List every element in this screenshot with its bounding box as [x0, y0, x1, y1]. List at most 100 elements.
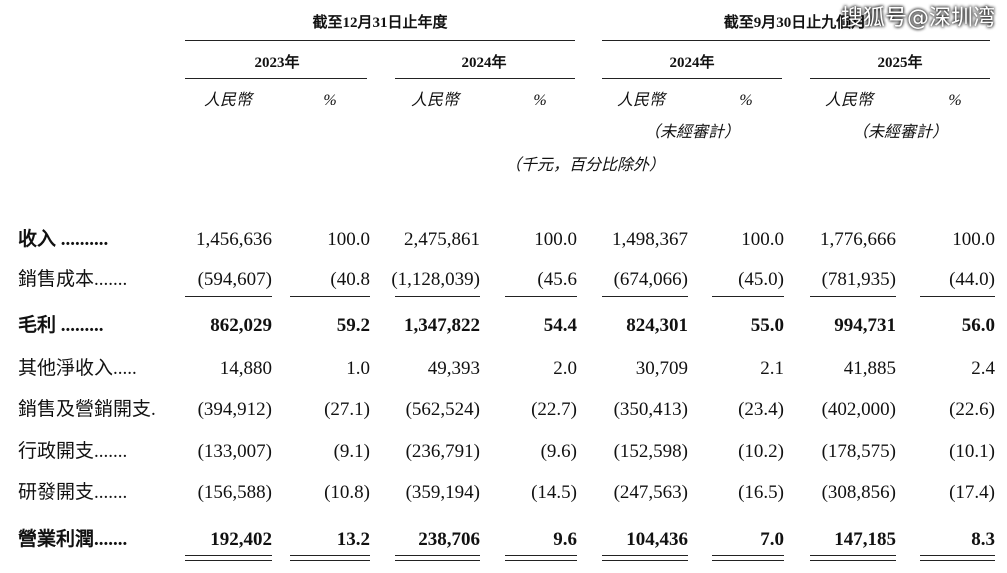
rule [920, 560, 995, 561]
cell: 13.2 [336, 529, 370, 550]
cell: 54.4 [543, 315, 577, 336]
cell: 862,029 [210, 315, 272, 336]
period-header: 截至9月30日止九個月 [723, 15, 867, 31]
cell: 104,436 [626, 529, 688, 550]
cell: 100.0 [741, 229, 784, 250]
cell: (10.1) [949, 441, 995, 462]
rule [505, 555, 577, 556]
cell: (44.0) [949, 269, 995, 290]
unit-label: % [739, 92, 753, 109]
rule [602, 40, 990, 41]
cell: (17.4) [949, 482, 995, 503]
rule [290, 555, 370, 556]
watermark: 搜狐号@深圳湾 [840, 6, 995, 31]
rule [712, 555, 784, 556]
rule [395, 560, 480, 561]
cell: 824,301 [626, 315, 688, 336]
rule [505, 560, 577, 561]
cell: (22.6) [949, 399, 995, 420]
row-label: 行政開支....... [18, 441, 128, 462]
rule [185, 555, 272, 556]
cell: (394,912) [197, 399, 272, 420]
cell: 147,185 [834, 529, 896, 550]
rule [395, 555, 480, 556]
rule [395, 296, 480, 297]
cell: 55.0 [750, 315, 784, 336]
cell: 100.0 [327, 229, 370, 250]
unit-label: 人民幣 [203, 92, 253, 109]
rule [810, 555, 896, 556]
cell: (359,194) [405, 482, 480, 503]
rule [602, 296, 688, 297]
rule [920, 555, 995, 556]
audit-note: （未經審計） [643, 124, 741, 141]
unit-label: % [323, 92, 337, 109]
rule [185, 40, 575, 41]
cell: 238,706 [418, 529, 480, 550]
cell: 100.0 [952, 229, 995, 250]
rule [712, 296, 784, 297]
cell: (10.2) [738, 441, 784, 462]
cell: 8.3 [971, 529, 995, 550]
cell: 14,880 [219, 358, 272, 379]
cell: (594,607) [197, 269, 272, 290]
rule [810, 560, 896, 561]
row-label: 研發開支....... [18, 482, 128, 503]
cell: (781,935) [821, 269, 896, 290]
rule [185, 560, 272, 561]
year-header: 2024年 [669, 55, 715, 71]
rule [810, 296, 896, 297]
audit-note: （未經審計） [851, 124, 949, 141]
unit-label: % [533, 92, 547, 109]
year-header: 2024年 [461, 55, 507, 71]
rule [920, 296, 995, 297]
cell: 2.1 [760, 358, 784, 379]
rule [602, 78, 782, 79]
cell: 41,885 [843, 358, 896, 379]
cell: 2.0 [553, 358, 577, 379]
rule [602, 555, 688, 556]
cell: 2.4 [971, 358, 995, 379]
cell: (402,000) [821, 399, 896, 420]
cell: (45.0) [738, 269, 784, 290]
cell: 100.0 [534, 229, 577, 250]
unit-label: 人民幣 [410, 92, 460, 109]
cell: 1,498,367 [612, 229, 688, 250]
cell: 994,731 [834, 315, 896, 336]
cell: (45.6 [537, 269, 577, 290]
cell: (562,524) [405, 399, 480, 420]
cell: (10.8) [324, 482, 370, 503]
cell: (178,575) [821, 441, 896, 462]
row-label: 銷售成本....... [18, 269, 128, 290]
cell: 1,347,822 [404, 315, 480, 336]
cell: 1,456,636 [196, 229, 272, 250]
cell: (23.4) [738, 399, 784, 420]
row-label: 營業利潤....... [18, 529, 128, 550]
unit-label: 人民幣 [616, 92, 666, 109]
row-label: 銷售及營銷開支. [18, 399, 156, 420]
cell: 7.0 [760, 529, 784, 550]
rule [185, 296, 272, 297]
cell: (9.6) [540, 441, 577, 462]
cell: 192,402 [210, 529, 272, 550]
period-header: 截至12月31日止年度 [312, 15, 448, 31]
cell: (152,598) [613, 441, 688, 462]
cell: 56.0 [961, 315, 995, 336]
cell: (1,128,039) [391, 269, 480, 290]
rule [185, 78, 367, 79]
cell: 1,776,666 [820, 229, 896, 250]
cell: (350,413) [613, 399, 688, 420]
cell: (16.5) [738, 482, 784, 503]
cell: (236,791) [405, 441, 480, 462]
rule [505, 296, 577, 297]
unit-note: （千元，百分比除外） [504, 157, 666, 174]
row-label: 毛利 ......... [18, 315, 104, 336]
cell: (156,588) [197, 482, 272, 503]
cell: (14.5) [531, 482, 577, 503]
unit-label: % [948, 92, 962, 109]
cell: 9.6 [553, 529, 577, 550]
year-header: 2025年 [877, 55, 923, 71]
cell: (133,007) [197, 441, 272, 462]
cell: (308,856) [821, 482, 896, 503]
